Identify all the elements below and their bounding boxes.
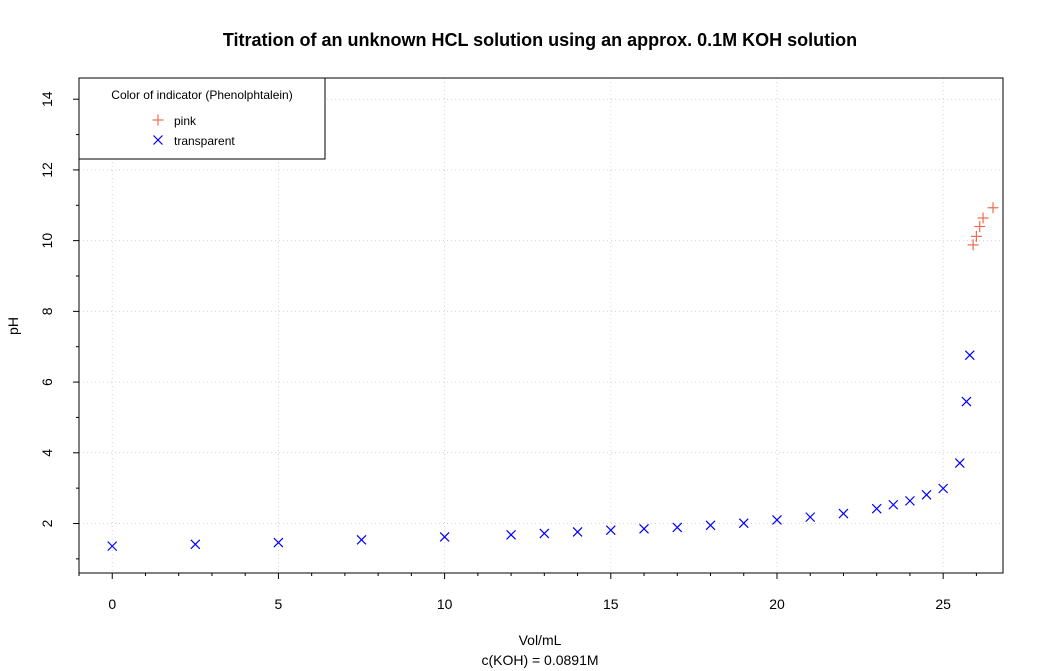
- data-point-pink: [974, 221, 986, 232]
- data-point-transparent: [672, 522, 683, 533]
- legend-pink-marker: [152, 114, 164, 126]
- data-point-pink: [967, 239, 979, 251]
- data-point-transparent: [905, 495, 915, 506]
- y-tick-label: 8: [39, 307, 55, 315]
- data-point-pink: [977, 212, 989, 224]
- y-tick-label: 12: [39, 162, 55, 178]
- data-points: [107, 202, 999, 552]
- legend-transparent-label: transparent: [174, 134, 235, 148]
- data-point-transparent: [738, 518, 749, 529]
- y-axis-label: pH: [5, 317, 21, 335]
- data-point-transparent: [961, 396, 972, 407]
- data-point-transparent: [805, 512, 816, 523]
- data-point-transparent: [964, 350, 975, 361]
- y-tick-label: 4: [39, 449, 55, 457]
- x-tick-label: 15: [603, 596, 619, 612]
- data-point-transparent: [439, 532, 450, 542]
- data-point-pink: [987, 202, 999, 214]
- y-tick-label: 10: [39, 233, 55, 249]
- data-point-transparent: [356, 534, 367, 545]
- y-axis: 2 4 6 8 10 12 14: [39, 91, 79, 560]
- y-tick-label: 6: [39, 378, 55, 386]
- legend-cross-icon: [153, 135, 163, 145]
- data-point-transparent: [539, 528, 550, 539]
- data-point-transparent: [938, 483, 949, 494]
- x-axis-label: Vol/mL: [519, 632, 562, 648]
- x-tick-label: 25: [935, 596, 951, 612]
- data-point-transparent: [838, 508, 849, 519]
- data-point-transparent: [190, 539, 201, 550]
- x-axis: 0 5 10 15 20 25: [78, 573, 977, 612]
- legend: Color of indicator (Phenolphtalein) pink…: [78, 77, 326, 160]
- x-tick-label: 10: [437, 596, 453, 612]
- data-point-transparent: [639, 523, 649, 534]
- data-point-transparent: [871, 503, 882, 514]
- data-point-transparent: [705, 520, 716, 531]
- x-axis-sublabel: c(KOH) = 0.0891M: [481, 652, 598, 668]
- x-tick-label: 0: [108, 596, 116, 612]
- legend-plus-icon: [152, 114, 164, 126]
- data-point-pink: [970, 230, 982, 242]
- x-tick-label: 5: [275, 596, 283, 612]
- data-point-transparent: [772, 515, 782, 525]
- data-point-transparent: [954, 458, 965, 468]
- plot-frame: [78, 77, 1004, 574]
- data-point-transparent: [921, 489, 932, 500]
- y-tick-label: 14: [39, 91, 55, 107]
- data-point-transparent: [107, 541, 118, 552]
- data-point-transparent: [273, 537, 284, 548]
- legend-title: Color of indicator (Phenolphtalein): [111, 88, 292, 102]
- y-tick-label: 2: [39, 519, 55, 527]
- x-tick-label: 20: [769, 596, 785, 612]
- legend-pink-label: pink: [174, 114, 197, 128]
- data-point-transparent: [572, 527, 583, 537]
- legend-box: [78, 77, 326, 160]
- chart-title: Titration of an unknown HCL solution usi…: [223, 30, 857, 50]
- grid-lines: [79, 78, 1003, 573]
- data-point-transparent: [506, 529, 517, 540]
- data-point-transparent: [888, 499, 899, 510]
- data-point-transparent: [605, 525, 616, 536]
- legend-transparent-marker: [153, 135, 163, 145]
